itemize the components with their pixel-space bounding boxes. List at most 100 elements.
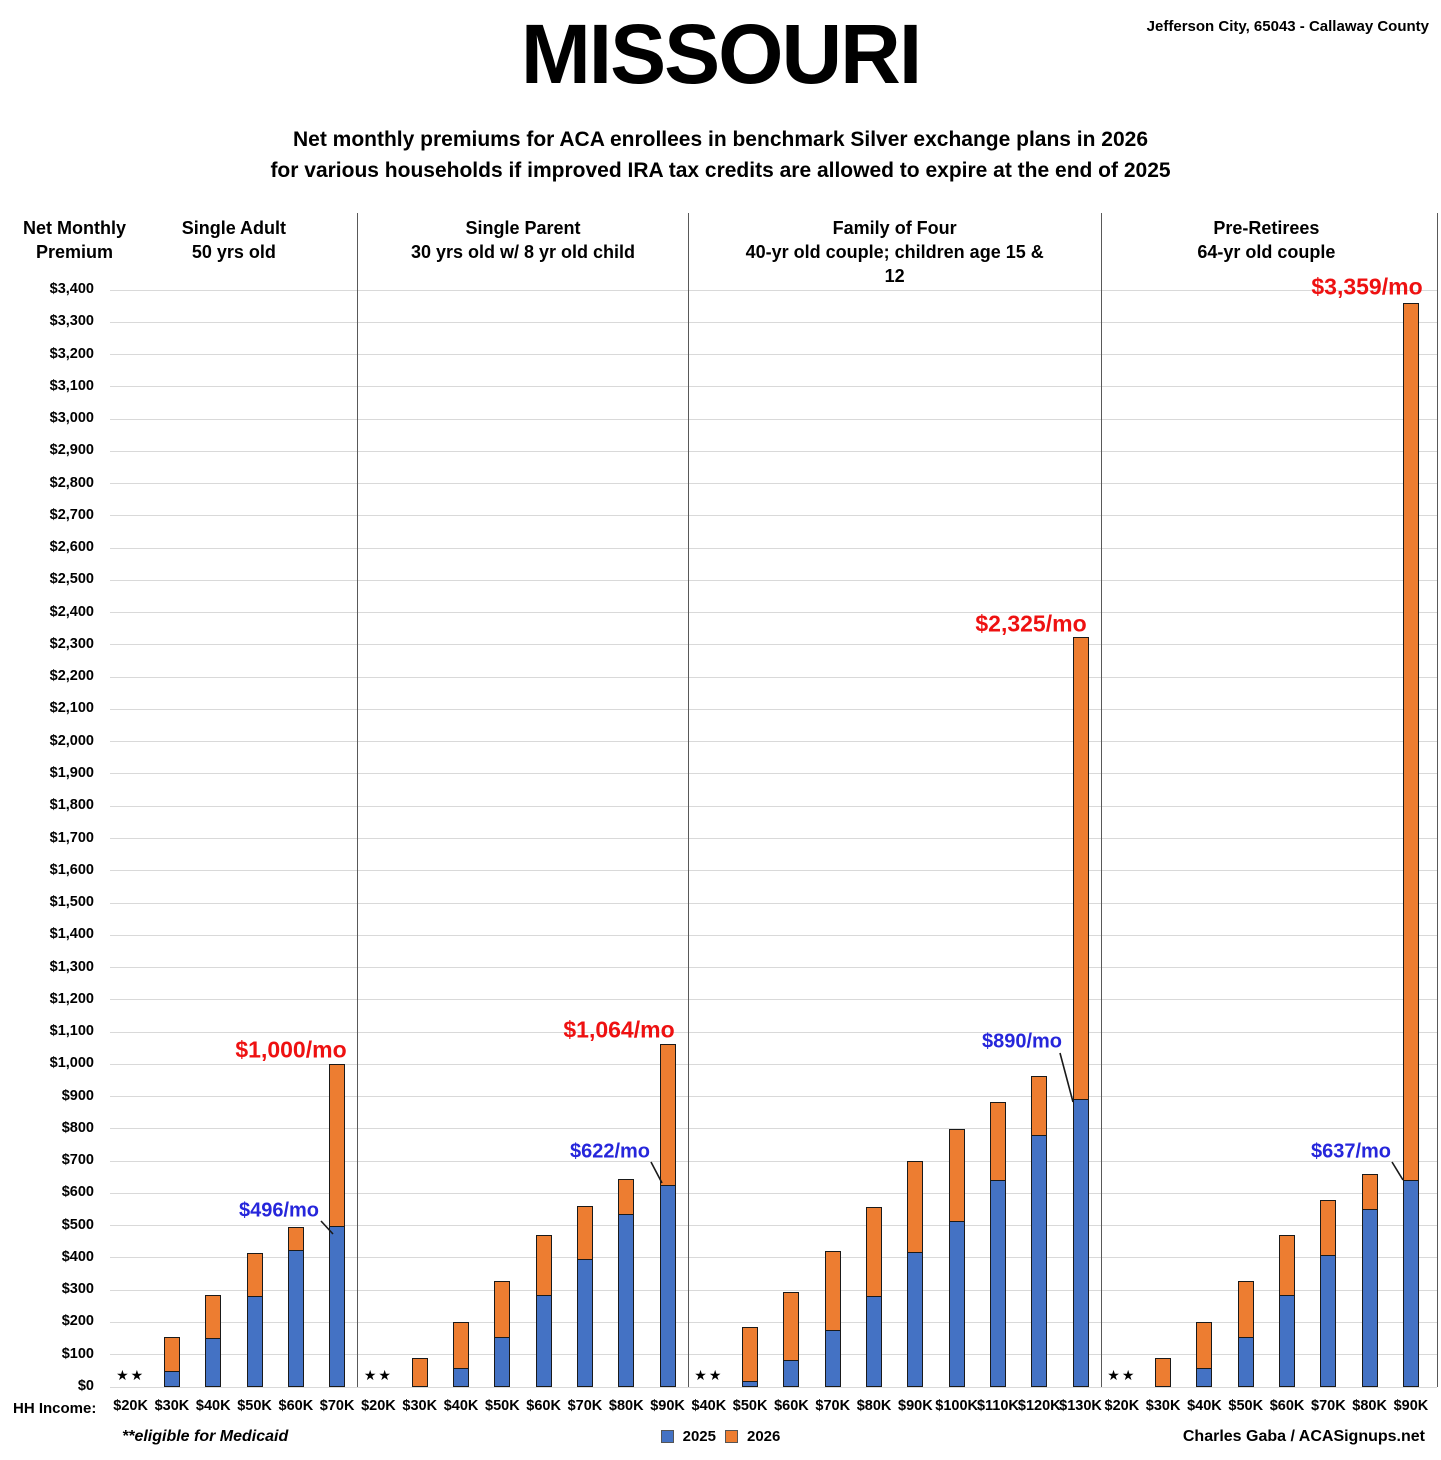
callout-2025-label: $496/mo [238, 1199, 320, 1222]
medicaid-marker: ★★ [694, 1367, 724, 1383]
x-axis-title: HH Income: [13, 1400, 97, 1417]
bar-2026-segment [1031, 1075, 1048, 1136]
y-tick-label: $300 [61, 1281, 94, 1298]
bar-2025-segment [1279, 1296, 1296, 1387]
bar-2025-segment [824, 1331, 841, 1387]
bar-2026-segment [535, 1234, 552, 1297]
gridline [110, 1192, 1437, 1194]
y-tick-label: $1,900 [49, 764, 94, 781]
gridline [110, 354, 1437, 356]
x-axis-label: $40K [1187, 1398, 1222, 1414]
x-axis-label: $70K [815, 1398, 851, 1414]
bar-2025-segment [1031, 1135, 1048, 1387]
bar-2026-segment [659, 1043, 676, 1187]
gridline [110, 515, 1437, 517]
group-subtitle-line: 50 yrs old [191, 242, 276, 262]
bar-2026-segment [989, 1102, 1006, 1182]
group-title-line: Single Parent [465, 218, 581, 238]
y-tick-label: $1,600 [49, 861, 94, 878]
gridline [110, 321, 1437, 323]
gridline [110, 967, 1437, 969]
group-title: Pre-Retirees 64-yr old couple [1106, 216, 1426, 264]
gridline [110, 1321, 1437, 1323]
x-axis-label: $80K [1352, 1398, 1387, 1414]
bar-2026-segment [742, 1327, 759, 1383]
x-axis-label: $60K [278, 1398, 314, 1414]
y-tick-label: $2,800 [49, 474, 94, 491]
bar-2026-segment [783, 1291, 800, 1362]
medicaid-marker: ★★ [1107, 1367, 1137, 1383]
bar-2026-segment [287, 1227, 304, 1252]
x-axis-label: $60K [1269, 1398, 1305, 1414]
legend-label-2025: 2025 [682, 1428, 716, 1445]
x-axis-label: $120K [1017, 1398, 1061, 1414]
group-title: Single Adult 50 yrs old [74, 216, 394, 264]
bar-2026-segment [411, 1357, 428, 1387]
bar-2026-segment [576, 1205, 593, 1261]
gridline [110, 741, 1437, 743]
y-tick-label: $2,500 [49, 571, 94, 588]
gridline [110, 805, 1437, 807]
y-tick-label: $2,300 [49, 635, 94, 652]
bar-2025-segment [1196, 1369, 1213, 1387]
bar-2025-segment [783, 1361, 800, 1387]
callout-2025-label: $622/mo [569, 1140, 651, 1163]
bar-2025-segment [866, 1296, 883, 1387]
gridline [110, 386, 1437, 388]
legend-label-2026: 2026 [747, 1428, 781, 1445]
gridline [110, 999, 1437, 1001]
group-divider [357, 213, 359, 1387]
bar-2025-segment [205, 1338, 222, 1387]
bar-2025-segment [453, 1369, 470, 1387]
y-tick-label: $1,000 [49, 1055, 94, 1072]
bar-2026-segment [618, 1178, 635, 1216]
y-tick-label: $400 [61, 1248, 94, 1265]
y-tick-label: $500 [61, 1216, 94, 1233]
bar-2025-segment [1320, 1256, 1337, 1387]
x-axis-label: $80K [856, 1398, 892, 1414]
bar-2025-segment [948, 1222, 965, 1387]
bar-2025-segment [246, 1297, 263, 1387]
x-axis-label: $40K [195, 1398, 231, 1414]
gridline [110, 708, 1437, 710]
bar-2025-segment [287, 1251, 304, 1387]
chart-subtitle: Net monthly premiums for ACA enrollees i… [0, 124, 1441, 186]
bar-2026-segment [1320, 1199, 1337, 1257]
bar-2025-segment [329, 1226, 346, 1387]
y-tick-label: $1,300 [49, 958, 94, 975]
legend: 2025 2026 [0, 1428, 1441, 1445]
x-axis-label: $90K [898, 1398, 933, 1414]
group-subtitle-line: 30 yrs old w/ 8 yr old child [410, 242, 636, 262]
gridline [110, 612, 1437, 614]
bar-2025-segment [1237, 1337, 1254, 1387]
gridline [110, 1128, 1437, 1130]
gridline [110, 1096, 1437, 1098]
x-axis-label: $80K [608, 1398, 644, 1414]
group-divider [1436, 213, 1438, 1387]
gridline [110, 1063, 1437, 1065]
y-tick-label: $0 [77, 1378, 94, 1394]
bar-2026-segment [1237, 1280, 1254, 1338]
gridline [110, 547, 1437, 549]
x-axis-label: $70K [567, 1398, 603, 1414]
y-tick-label: $1,100 [49, 1023, 94, 1040]
group-title: Family of Four 40-yr old couple; children… [735, 216, 1055, 288]
bar-2026-segment [907, 1161, 924, 1254]
bar-2026-segment [163, 1336, 180, 1373]
bar-2026-segment [1196, 1322, 1213, 1370]
bar-2026-segment [494, 1281, 511, 1338]
y-tick-label: $100 [61, 1345, 94, 1362]
x-axis-label: $110K [976, 1398, 1019, 1414]
x-axis-label: $30K [402, 1398, 438, 1414]
y-axis-title-line-2: Premium [35, 242, 114, 262]
gridline [110, 1386, 1437, 1388]
gridline [110, 838, 1437, 839]
gridline [110, 483, 1437, 485]
bar-2026-segment [205, 1295, 222, 1339]
bar-2026-segment [329, 1064, 346, 1227]
gridline [110, 870, 1437, 872]
x-axis-label: $50K [237, 1398, 272, 1414]
x-axis-label: $20K [1104, 1398, 1140, 1414]
y-tick-label: $2,700 [49, 506, 94, 523]
y-tick-label: $3,100 [49, 377, 94, 394]
